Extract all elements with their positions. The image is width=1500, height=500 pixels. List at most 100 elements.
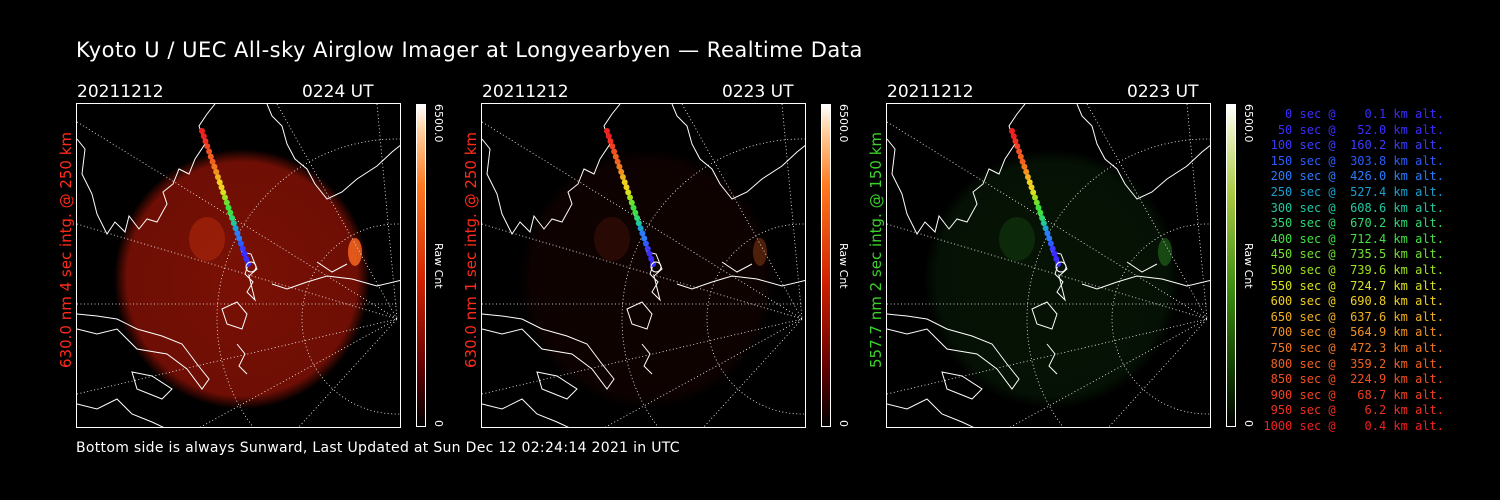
trajectory-dot [207, 153, 214, 160]
trajectory-dot [627, 194, 633, 201]
page-title: Kyoto U / UEC All-sky Airglow Imager at … [76, 38, 863, 62]
trajectory-dot [1023, 168, 1030, 175]
trajectory-dot [641, 235, 648, 242]
trajectory-dot [1046, 235, 1053, 242]
trajectory-path [1009, 128, 1067, 273]
trajectory-dot [642, 240, 649, 247]
legend-row: 350 sec @ 670.2 km alt. [1263, 216, 1444, 231]
trajectory-dot [635, 220, 642, 227]
trajectory-dot [214, 174, 221, 180]
trajectory-dot [1030, 189, 1037, 196]
trajectory-dot [614, 158, 621, 165]
trajectory-dot [1047, 240, 1054, 247]
trajectory-dot [1019, 158, 1026, 165]
trajectory-dot [605, 133, 612, 140]
trajectory-dot [239, 245, 246, 252]
legend-row: 950 sec @ 6.2 km alt. [1263, 403, 1444, 418]
panel1-ylabel: 630.0 nm 4 sec intg. @ 250 km [57, 131, 75, 368]
legend-row: 50 sec @ 52.0 km alt. [1263, 122, 1444, 137]
trajectory-path [604, 128, 662, 273]
trajectory-dot [1009, 128, 1015, 134]
trajectory-dot [1016, 148, 1023, 155]
legend-row: 1000 sec @ 0.4 km alt. [1263, 418, 1444, 433]
trajectory-dot [1021, 163, 1028, 170]
trajectory-dot [1042, 225, 1049, 232]
trajectory-dot [644, 245, 651, 252]
trajectory-dot [223, 199, 230, 206]
legend-row: 650 sec @ 637.6 km alt. [1263, 309, 1444, 324]
panel1-cbar-label: Raw Cnt [432, 243, 445, 289]
panel3-cbar-max: 6500.0 [1242, 104, 1255, 143]
trajectory-dot [199, 128, 205, 134]
trajectory-dot [623, 184, 630, 191]
trajectory-dot [1028, 184, 1035, 191]
panel1-colorbar [416, 104, 426, 427]
trajectory-dot [621, 179, 628, 186]
trajectory-dot [1040, 220, 1047, 227]
trajectory-dot [1049, 245, 1056, 252]
trajectory-dot [202, 138, 209, 145]
trajectory-dot [609, 143, 616, 150]
trajectory-dot [241, 250, 248, 257]
trajectory-dot [1033, 199, 1040, 206]
legend-row: 300 sec @ 608.6 km alt. [1263, 200, 1444, 215]
trajectory-dot [611, 148, 618, 155]
trajectory-dot [229, 215, 236, 221]
trajectory-dot [206, 148, 213, 155]
panel2-cbar-max: 6500.0 [837, 104, 850, 143]
trajectory-dot [632, 209, 639, 216]
trajectory-dot [1035, 204, 1042, 211]
trajectory-dot [1044, 230, 1051, 237]
trajectory-dot [243, 255, 250, 262]
panel2-ylabel: 630.0 nm 1 sec intg. @ 250 km [462, 131, 480, 368]
trajectory-legend: 0 sec @ 0.1 km alt. 50 sec @ 52.0 km alt… [1262, 107, 1444, 434]
trajectory-dot [216, 179, 223, 186]
trajectory-dot [1026, 179, 1033, 186]
panel3-allsky-image [886, 103, 1211, 428]
legend-row: 0 sec @ 0.1 km alt. [1263, 107, 1444, 121]
trajectory-dot [639, 230, 646, 237]
trajectory-dot [618, 168, 625, 175]
trajectory-dot [220, 189, 227, 196]
legend-row: 800 sec @ 359.2 km alt. [1263, 356, 1444, 371]
legend-row: 850 sec @ 224.9 km alt. [1263, 372, 1444, 387]
trajectory-dot [616, 163, 623, 170]
airglow-region [114, 149, 370, 409]
panel2-allsky-image [481, 103, 806, 428]
legend-row: 450 sec @ 735.5 km alt. [1263, 247, 1444, 262]
trajectory-dot [612, 153, 619, 160]
trajectory-dot [630, 204, 637, 211]
legend-row: 550 sec @ 724.7 km alt. [1263, 278, 1444, 293]
trajectory-dot [1012, 138, 1019, 145]
panel2-cbar-label: Raw Cnt [837, 243, 850, 289]
trajectory-dot [204, 143, 211, 150]
trajectory-dot [209, 158, 216, 165]
trajectory-dot [218, 184, 225, 191]
airglow-region [519, 149, 775, 409]
trajectory-dot [1010, 133, 1017, 140]
legend-row: 200 sec @ 426.0 km alt. [1263, 169, 1444, 184]
trajectory-dot [232, 225, 239, 232]
allsky-map-svg [482, 104, 805, 427]
panel1-cbar-max: 6500.0 [432, 104, 445, 143]
legend-row: 150 sec @ 303.8 km alt. [1263, 153, 1444, 168]
panel2-time: 0223 UT [722, 82, 794, 102]
panel1-date: 20211212 [77, 82, 164, 102]
trajectory-dot [634, 215, 641, 221]
panel2-date: 20211212 [482, 82, 569, 102]
trajectory-dot [607, 138, 614, 145]
legend-row: 100 sec @ 160.2 km alt. [1263, 138, 1444, 153]
footer-status: Bottom side is always Sunward, Last Upda… [76, 440, 680, 456]
legend-row: 250 sec @ 527.4 km alt. [1263, 184, 1444, 199]
panel3-colorbar [1226, 104, 1236, 427]
panel1-allsky-image [76, 103, 401, 428]
trajectory-dot [628, 199, 635, 206]
trajectory-dot [1024, 174, 1031, 180]
trajectory-dot [648, 255, 655, 262]
panel3-cbar-min: 0 [1242, 420, 1255, 427]
legend-row: 700 sec @ 564.9 km alt. [1263, 325, 1444, 340]
trajectory-dot [604, 128, 610, 134]
trajectory-dot [1032, 194, 1038, 201]
trajectory-dot [637, 225, 644, 232]
trajectory-dot [237, 240, 244, 247]
